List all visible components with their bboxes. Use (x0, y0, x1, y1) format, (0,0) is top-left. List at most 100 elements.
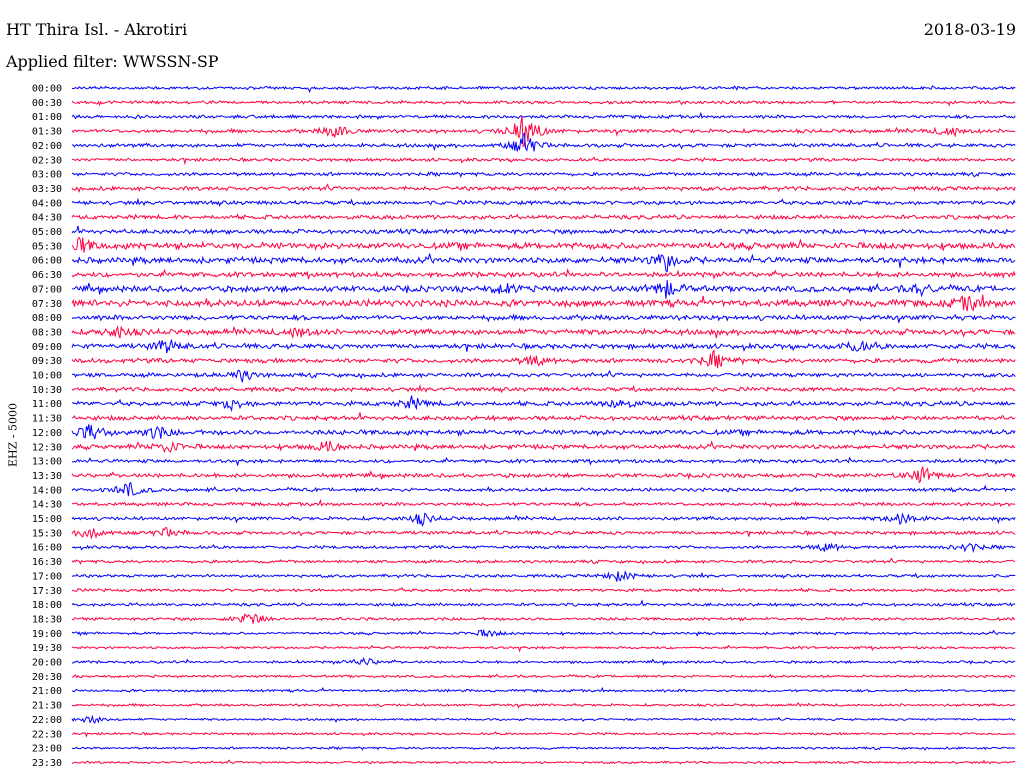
trace-row (71, 714, 1016, 724)
trace-row (71, 85, 1016, 93)
trace-row (71, 369, 1016, 383)
row-time-label: 20:30 (32, 672, 62, 683)
trace-row (71, 759, 1016, 765)
trace-row (71, 746, 1016, 751)
trace-row (71, 526, 1016, 540)
trace-row (71, 338, 1016, 354)
row-time-label: 22:30 (32, 729, 62, 740)
row-time-label: 07:00 (32, 284, 62, 295)
row-time-label: 04:00 (32, 198, 62, 209)
trace-row (71, 686, 1016, 693)
filter-label: Applied filter: WWSSN-SP (6, 52, 219, 71)
row-time-label: 01:30 (32, 127, 62, 138)
row-time-label: 12:30 (32, 442, 62, 453)
row-time-label: 00:00 (32, 84, 62, 95)
trace-row (71, 197, 1016, 207)
trace-row (71, 586, 1016, 593)
row-time-label: 09:30 (32, 356, 62, 367)
trace-row (71, 481, 1016, 497)
row-time-label: 16:00 (32, 543, 62, 554)
row-time-label: 18:30 (32, 614, 62, 625)
trace-row (71, 111, 1016, 121)
trace-row (71, 280, 1016, 299)
row-time-label: 13:30 (32, 471, 62, 482)
trace-row (71, 456, 1016, 466)
trace-row (71, 156, 1016, 166)
row-time-label: 21:00 (32, 686, 62, 697)
station-title: HT Thira Isl. - Akrotiri (6, 20, 188, 39)
row-time-label: 11:30 (32, 414, 62, 425)
row-time-label: 02:30 (32, 155, 62, 166)
row-time-label: 02:00 (32, 141, 62, 152)
row-time-label: 03:30 (32, 184, 62, 195)
trace-row (71, 424, 1016, 440)
trace-row (71, 183, 1016, 193)
trace-row (71, 395, 1016, 413)
row-time-label: 06:00 (32, 256, 62, 267)
row-time-label: 19:00 (32, 629, 62, 640)
trace-row (71, 702, 1016, 709)
row-time-label: 05:30 (32, 241, 62, 252)
trace-row (71, 294, 1016, 312)
trace-row (71, 225, 1016, 236)
row-time-label: 15:00 (32, 514, 62, 525)
row-time-label: 17:00 (32, 571, 62, 582)
trace-row (71, 412, 1016, 422)
trace-row (71, 440, 1016, 453)
row-time-label: 18:00 (32, 600, 62, 611)
trace-row (71, 498, 1016, 508)
trace-row (71, 349, 1016, 369)
row-time-label: 21:30 (32, 701, 62, 712)
row-time-label: 07:30 (32, 299, 62, 310)
row-time-label: 22:00 (32, 715, 62, 726)
row-time-label: 05:00 (32, 227, 62, 238)
trace-row (71, 253, 1016, 273)
trace-row (71, 313, 1016, 323)
trace-row (71, 569, 1016, 582)
trace-row (71, 512, 1016, 527)
row-time-label: 16:30 (32, 557, 62, 568)
trace-row (71, 384, 1016, 394)
row-time-label: 11:00 (32, 399, 62, 410)
trace-row (71, 268, 1016, 280)
trace-row (71, 656, 1016, 666)
trace-row (71, 325, 1016, 340)
row-time-label: 23:00 (32, 744, 62, 755)
row-time-label: 15:30 (32, 528, 62, 539)
trace-row (71, 629, 1016, 638)
trace-row (71, 466, 1016, 484)
row-time-label: 17:30 (32, 586, 62, 597)
row-time-label: 09:00 (32, 342, 62, 353)
row-time-label: 10:00 (32, 371, 62, 382)
row-time-label: 08:00 (32, 313, 62, 324)
trace-row (71, 115, 1016, 148)
trace-row (71, 99, 1016, 107)
row-time-label: 23:30 (32, 758, 62, 769)
trace-row (71, 557, 1016, 565)
trace-row (71, 644, 1016, 653)
trace-row (71, 171, 1016, 178)
trace-row (71, 673, 1016, 679)
row-time-label: 13:00 (32, 457, 62, 468)
trace-row (71, 599, 1016, 608)
row-time-label: 12:00 (32, 428, 62, 439)
trace-row (71, 542, 1016, 554)
trace-row (71, 731, 1016, 738)
row-time-label: 14:00 (32, 485, 62, 496)
record-date: 2018-03-19 (923, 20, 1016, 39)
row-time-label: 06:30 (32, 270, 62, 281)
row-time-label: 01:00 (32, 112, 62, 123)
trace-row (71, 131, 1016, 152)
row-time-label: 19:30 (32, 643, 62, 654)
trace-row (71, 213, 1016, 221)
row-time-label: 03:00 (32, 170, 62, 181)
row-time-label: 04:30 (32, 213, 62, 224)
row-time-label: 10:30 (32, 385, 62, 396)
row-time-label: 08:30 (32, 327, 62, 338)
row-time-label: 14:30 (32, 500, 62, 511)
trace-row (71, 236, 1016, 253)
trace-row (71, 613, 1016, 624)
row-time-label: 20:00 (32, 658, 62, 669)
row-time-label: 00:30 (32, 98, 62, 109)
